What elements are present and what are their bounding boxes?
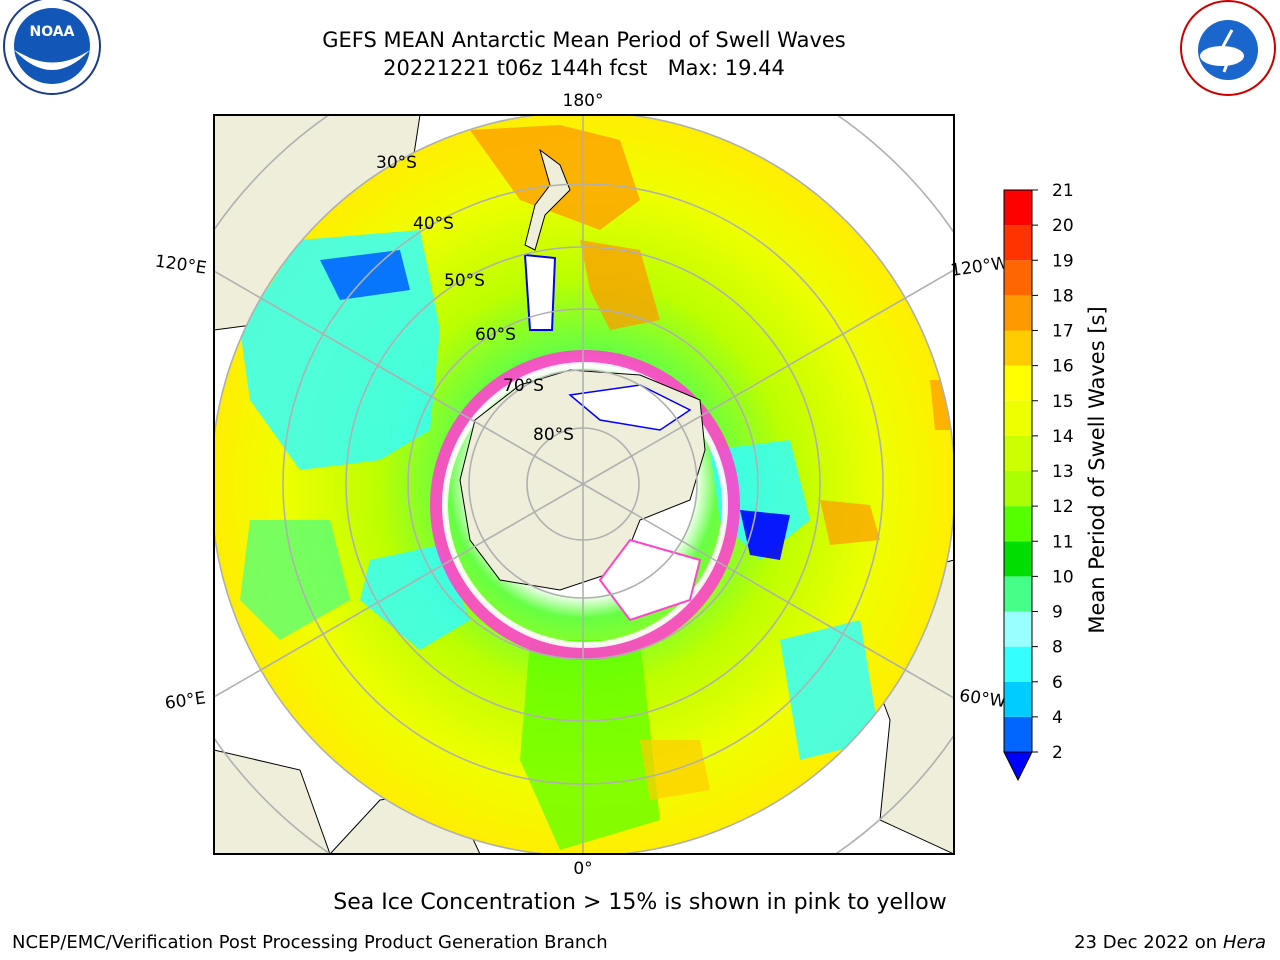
colorbar-segment — [1004, 646, 1032, 682]
colorbar-under-arrow — [1003, 751, 1033, 782]
map-area — [214, 115, 954, 854]
colorbar-segment — [1004, 435, 1032, 471]
noaa-logo-text: NOAA — [30, 24, 75, 40]
colorbar-tick-label: 20 — [1052, 216, 1074, 236]
map-title: GEFS MEAN Antarctic Mean Period of Swell… — [322, 28, 846, 52]
colorbar-tick-label: 4 — [1052, 708, 1063, 728]
colorbar-tick-label: 19 — [1052, 251, 1074, 271]
colorbar-tick-label: 8 — [1052, 638, 1063, 658]
colorbar-segment — [1004, 365, 1032, 401]
colorbar-tick-label: 17 — [1052, 322, 1074, 342]
lon-label-60e: 60°E — [164, 688, 207, 713]
colorbar-segment — [1004, 330, 1032, 366]
colorbar-tick-label: 10 — [1052, 567, 1074, 587]
colorbar-segment — [1004, 295, 1032, 331]
colorbar-tick-label: 2 — [1052, 743, 1063, 763]
colorbar-segment — [1004, 611, 1032, 647]
longitude-gridlines — [214, 115, 954, 854]
lon-label-120e: 120°E — [154, 252, 208, 279]
colorbar-tick-label: 9 — [1052, 603, 1063, 623]
colorbar-segment — [1004, 225, 1032, 261]
colorbar: 2 4 6 8 9 10 11 12 13 14 15 16 17 18 19 20 21 — [1003, 181, 1074, 782]
lon-label-0: 0° — [573, 859, 592, 879]
colorbar-tick-label: 6 — [1052, 673, 1063, 693]
footer-date-text: 23 Dec 2022 on — [1074, 932, 1218, 953]
lon-label-120w: 120°W — [949, 253, 1009, 281]
lat-label-50s: 50°S — [444, 271, 485, 291]
colorbar-tick-label: 18 — [1052, 286, 1074, 306]
lat-label-60s: 60°S — [475, 325, 516, 345]
colorbar-tick-label: 12 — [1052, 497, 1074, 517]
colorbar-title: Mean Period of Swell Waves [s] — [1085, 306, 1109, 634]
footer-host: Hera — [1222, 932, 1266, 953]
colorbar-tick-label: 16 — [1052, 357, 1074, 377]
sea-ice-caption: Sea Ice Concentration > 15% is shown in … — [333, 890, 947, 915]
lat-label-70s: 70°S — [503, 376, 544, 396]
map-subtitle: 20221221 t06z 144h fcst Max: 19.44 — [383, 56, 785, 80]
colorbar-segment — [1004, 541, 1032, 577]
colorbar-segment — [1004, 190, 1032, 226]
colorbar-segment — [1004, 506, 1032, 542]
colorbar-tick-label: 15 — [1052, 392, 1074, 412]
map-frame — [213, 114, 955, 855]
colorbar-tick-label: 21 — [1052, 181, 1074, 201]
colorbar-tick-label: 11 — [1052, 532, 1074, 552]
footer-date: 23 Dec 2022 on Hera — [1074, 932, 1266, 953]
colorbar-segment — [1004, 716, 1032, 752]
lat-label-40s: 40°S — [413, 214, 454, 234]
colorbar-segment — [1004, 471, 1032, 507]
nws-logo — [1180, 0, 1276, 96]
colorbar-segment — [1004, 400, 1032, 436]
colorbar-tick-label: 13 — [1052, 462, 1074, 482]
lon-label-180: 180° — [563, 91, 604, 111]
lat-label-80s: 80°S — [533, 425, 574, 445]
lat-label-30s: 30°S — [376, 153, 417, 173]
colorbar-segment — [1004, 681, 1032, 717]
colorbar-segment — [1004, 576, 1032, 612]
lon-label-60w: 60°W — [958, 686, 1007, 712]
colorbar-tick-label: 14 — [1052, 427, 1074, 447]
footer-credit: NCEP/EMC/Verification Post Processing Pr… — [12, 932, 608, 953]
colorbar-segment — [1004, 260, 1032, 296]
noaa-logo: NOAA — [3, 0, 101, 95]
